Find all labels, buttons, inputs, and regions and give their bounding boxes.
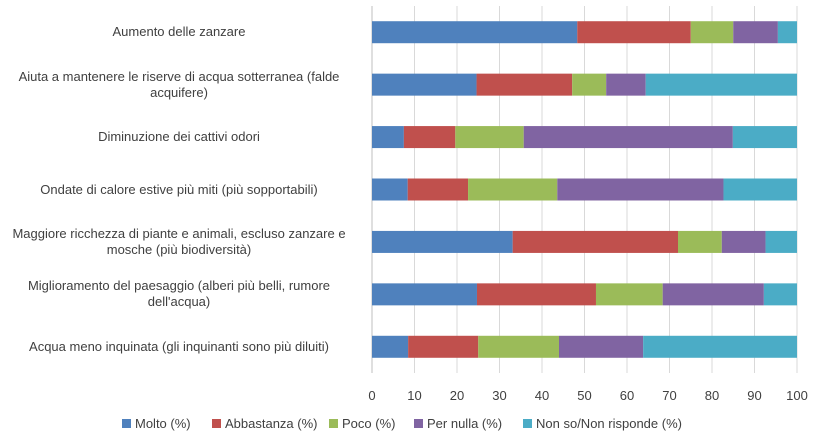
bar-segment xyxy=(478,335,559,358)
bar-segment xyxy=(763,283,797,306)
x-tick-label: 50 xyxy=(577,388,591,403)
legend-label: Non so/Non risponde (%) xyxy=(536,416,682,431)
legend-swatch xyxy=(414,419,423,428)
bar-segment xyxy=(372,335,409,358)
bar-segment xyxy=(372,126,404,149)
x-tick-label: 10 xyxy=(407,388,421,403)
bar-segment xyxy=(645,73,797,96)
bar-segment xyxy=(557,178,724,201)
bar-segment xyxy=(559,335,644,358)
category-label: Ondate di calore estive più miti (più so… xyxy=(40,181,318,197)
legend-label: Molto (%) xyxy=(135,416,191,431)
category-label: Maggiore ricchezza di piante e animali, … xyxy=(12,225,346,257)
bar-segment xyxy=(512,230,678,253)
bar-segment xyxy=(403,126,456,149)
bar-segment xyxy=(678,230,722,253)
bar-segment xyxy=(372,230,513,253)
bar-segment xyxy=(723,178,797,201)
bar-segment xyxy=(372,21,578,44)
legend-label: Abbastanza (%) xyxy=(225,416,318,431)
bar-segment xyxy=(408,335,479,358)
x-tick-label: 90 xyxy=(747,388,761,403)
category-label: Aumento delle zanzare xyxy=(112,24,246,40)
x-tick-label: 20 xyxy=(450,388,464,403)
bar-segment xyxy=(476,73,573,96)
bar-segment xyxy=(372,73,477,96)
bar-segment xyxy=(572,73,607,96)
bar-segment xyxy=(407,178,469,201)
bar-segment xyxy=(476,283,596,306)
category-label: Acqua meno inquinata (gli inquinanti son… xyxy=(29,338,329,354)
bar-segment xyxy=(606,73,646,96)
legend-swatch xyxy=(122,419,131,428)
bar-segment xyxy=(595,283,663,306)
bar-segment xyxy=(732,126,797,149)
x-tick-label: 0 xyxy=(368,388,375,403)
bar-segment xyxy=(523,126,733,149)
x-tick-label: 60 xyxy=(620,388,634,403)
legend-swatch xyxy=(523,419,532,428)
x-tick-label: 100 xyxy=(786,388,808,403)
bar-segment xyxy=(372,283,477,306)
legend-swatch xyxy=(212,419,221,428)
x-tick-label: 30 xyxy=(492,388,506,403)
bar-segment xyxy=(690,21,734,44)
category-label: Diminuzione dei cattivi odori xyxy=(98,129,260,145)
bar-segment xyxy=(468,178,558,201)
bar-segment xyxy=(765,230,797,253)
bar-segment xyxy=(372,178,408,201)
legend-label: Poco (%) xyxy=(342,416,395,431)
category-label: Miglioramento del paesaggio (alberi più … xyxy=(27,278,331,310)
bar-segment xyxy=(733,21,778,44)
x-tick-label: 80 xyxy=(705,388,719,403)
x-tick-label: 40 xyxy=(535,388,549,403)
x-tick-label: 70 xyxy=(662,388,676,403)
bar-segment xyxy=(777,21,797,44)
bar-segment xyxy=(662,283,764,306)
category-label: Aiuta a mantenere le riserve di acqua so… xyxy=(18,68,340,100)
legend-swatch xyxy=(329,419,338,428)
bar-segment xyxy=(577,21,691,44)
legend-label: Per nulla (%) xyxy=(427,416,502,431)
bar-segment xyxy=(455,126,524,149)
bar-segment xyxy=(643,335,797,358)
bar-segment xyxy=(721,230,766,253)
